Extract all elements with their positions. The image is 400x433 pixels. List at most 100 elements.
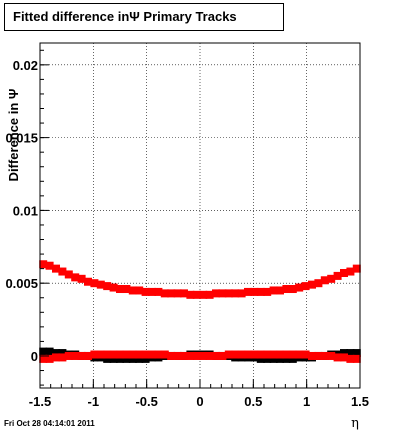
- data-point: [103, 350, 112, 359]
- data-point: [327, 274, 336, 283]
- data-point: [167, 289, 176, 298]
- data-point: [346, 349, 355, 358]
- data-point: [160, 289, 169, 298]
- data-point: [301, 282, 310, 291]
- y-axis-label: Difference in Ψ: [6, 89, 21, 182]
- data-point: [135, 286, 144, 295]
- data-point: [269, 286, 278, 295]
- data-point: [192, 290, 201, 299]
- y-tick-label: 0: [31, 349, 38, 364]
- data-point: [256, 354, 265, 363]
- data-point: [346, 354, 355, 363]
- data-point: [269, 350, 278, 359]
- data-point: [237, 350, 246, 359]
- data-point: [256, 287, 265, 296]
- data-point: [231, 350, 240, 359]
- data-point: [128, 286, 137, 295]
- data-point: [77, 274, 86, 283]
- chart-title-box: Fitted difference inΨ Primary Tracks: [4, 3, 284, 31]
- data-point: [96, 280, 105, 289]
- data-point: [263, 350, 272, 359]
- data-point: [45, 354, 54, 363]
- data-point: [141, 350, 150, 359]
- data-point: [340, 353, 348, 362]
- data-point: [45, 261, 54, 270]
- data-point: [288, 354, 297, 363]
- data-point: [58, 353, 67, 362]
- data-point: [141, 287, 150, 296]
- data-point: [71, 273, 80, 282]
- data-point: [141, 354, 150, 363]
- timestamp-footer: Fri Oct 28 04:14:01 2011: [4, 419, 95, 428]
- data-point: [288, 350, 297, 359]
- data-point: [58, 267, 67, 276]
- data-point: [237, 289, 246, 298]
- data-point: [96, 350, 105, 359]
- y-tick-label: 0.015: [5, 131, 38, 146]
- data-point: [276, 354, 284, 363]
- x-tick-label: 1.5: [351, 394, 369, 409]
- axis-ticks: [39, 49, 361, 388]
- data-point: [39, 260, 48, 269]
- data-point: [250, 287, 259, 296]
- data-point: [109, 350, 118, 359]
- data-point: [103, 354, 112, 363]
- data-point: [244, 287, 252, 296]
- data-point: [45, 347, 54, 356]
- data-point: [39, 347, 48, 356]
- data-point: [282, 285, 291, 294]
- data-point: [340, 349, 348, 358]
- x-axis-label: η: [351, 416, 359, 431]
- data-point: [212, 289, 220, 298]
- data-point: [301, 350, 310, 359]
- data-point: [58, 349, 67, 358]
- x-tick-label: -1: [88, 394, 100, 409]
- data-point: [256, 350, 265, 359]
- data-point: [199, 351, 208, 360]
- data-point: [173, 351, 182, 360]
- data-point: [205, 290, 214, 299]
- data-point: [218, 351, 227, 360]
- data-point: [103, 282, 112, 291]
- y-tick-label: 0.02: [13, 58, 38, 73]
- data-point: [180, 289, 188, 298]
- data-point: [116, 350, 124, 359]
- data-point: [84, 351, 92, 360]
- data-point: [218, 289, 227, 298]
- data-point: [320, 351, 329, 360]
- data-point: [212, 351, 220, 360]
- data-point: [52, 353, 60, 362]
- data-point: [333, 271, 342, 280]
- data-point: [276, 286, 284, 295]
- data-point: [128, 354, 137, 363]
- chart-title: Fitted difference inΨ Primary Tracks: [13, 9, 237, 24]
- data-point: [276, 350, 284, 359]
- data-point: [77, 351, 86, 360]
- data-point: [64, 270, 73, 279]
- data-point: [263, 287, 272, 296]
- data-point: [52, 264, 60, 273]
- data-point: [52, 349, 60, 358]
- data-point: [333, 353, 342, 362]
- data-point: [192, 351, 201, 360]
- data-point: [250, 350, 259, 359]
- x-tick-label: 0.5: [244, 394, 262, 409]
- data-markers: [39, 260, 361, 363]
- data-point: [109, 283, 118, 292]
- data-point: [154, 350, 163, 359]
- x-tick-label: 1: [303, 394, 310, 409]
- data-point: [224, 350, 233, 359]
- data-point: [122, 350, 131, 359]
- data-point: [282, 350, 291, 359]
- data-point: [308, 351, 316, 360]
- data-point: [116, 354, 124, 363]
- data-point: [64, 351, 73, 360]
- data-point: [109, 354, 118, 363]
- data-point: [352, 264, 361, 273]
- data-point: [167, 351, 176, 360]
- data-point: [71, 351, 80, 360]
- data-point: [135, 350, 144, 359]
- data-point: [244, 350, 252, 359]
- data-point: [314, 279, 323, 288]
